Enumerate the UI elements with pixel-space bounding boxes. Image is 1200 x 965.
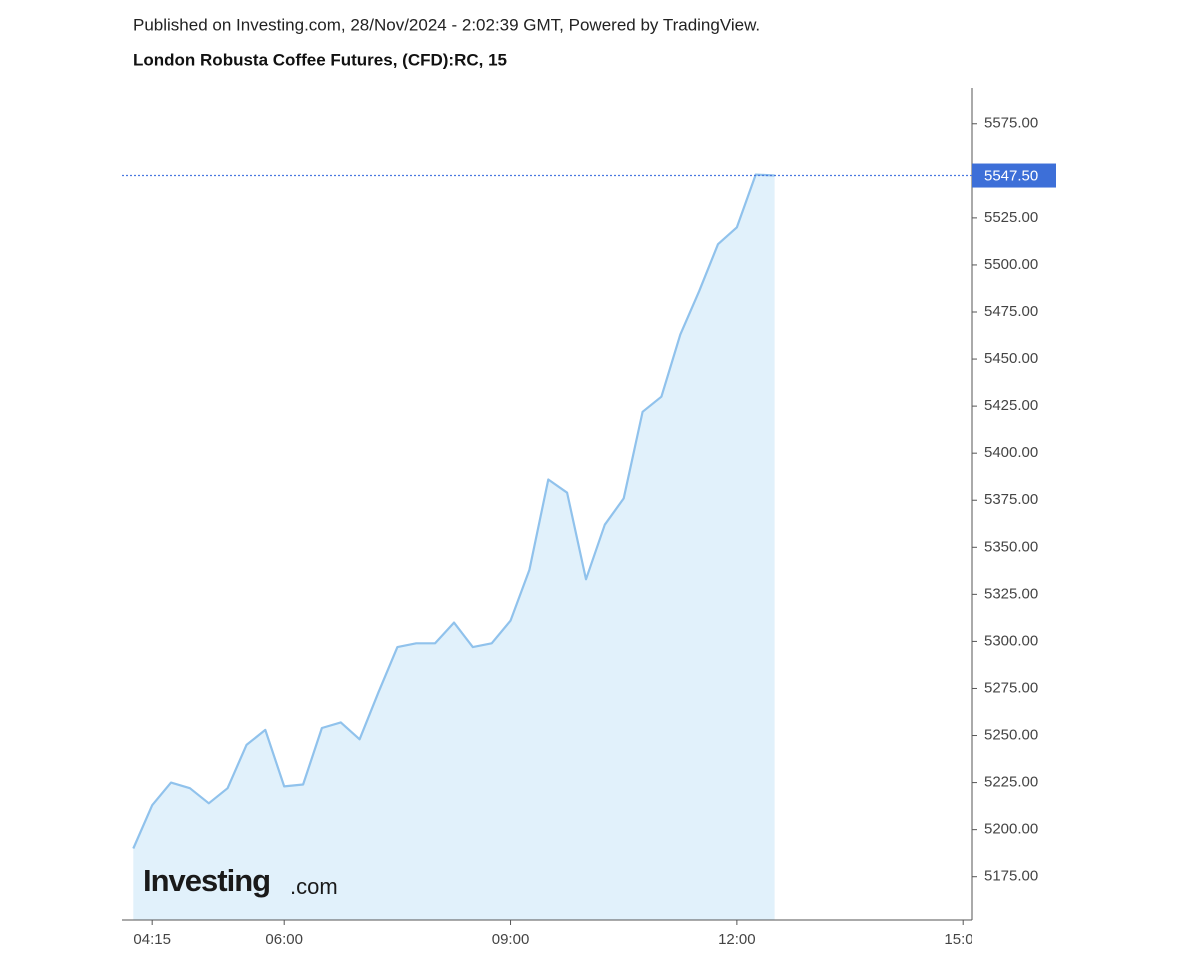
plot-area: 5175.00 5200.00 5225.00 5250.00 5275.00 5300.… [122, 88, 1056, 925]
chart-title: London Robusta Coffee Futures, (CFD):RC,… [133, 50, 507, 69]
y-tick-label: 5300.00 [984, 632, 1038, 649]
y-tick-label: 5350.00 [984, 538, 1038, 555]
x-axis-labels: 04:15 06:00 09:00 12:00 15:00 [133, 931, 982, 948]
y-tick-label: 5200.00 [984, 821, 1038, 838]
last-price-box [972, 163, 1056, 188]
y-tick-label: 5225.00 [984, 774, 1038, 791]
source-note: Published on Investing.com, 28/Nov/2024 … [133, 15, 760, 34]
x-tick-label: 04:15 [133, 931, 171, 948]
x-tick-label: 12:00 [718, 931, 756, 948]
logo-main: Investing [143, 863, 270, 898]
y-tick-label: 5325.00 [984, 585, 1038, 602]
area-fill [133, 174, 775, 921]
x-tick-label: 15:00 [944, 931, 982, 948]
y-tick-label: 5400.00 [984, 444, 1038, 461]
y-tick-label: 5375.00 [984, 491, 1038, 508]
x-tick-label: 06:00 [265, 931, 303, 948]
y-tick-label: 5425.00 [984, 397, 1038, 414]
y-tick-label: 5575.00 [984, 115, 1038, 132]
y-tick-label: 5450.00 [984, 350, 1038, 367]
last-price-label: 5547.50 [984, 167, 1038, 184]
price-line [132, 173, 775, 849]
y-tick-label: 5175.00 [984, 868, 1038, 885]
y-tick-label: 5250.00 [984, 726, 1038, 743]
y-tick-label: 5500.00 [984, 256, 1038, 273]
logo-suffix: .com [290, 874, 338, 899]
y-tick-label: 5525.00 [984, 209, 1038, 226]
x-tick-label: 09:00 [492, 931, 530, 948]
y-tick-label: 5475.00 [984, 303, 1038, 320]
y-tick-label: 5275.00 [984, 679, 1038, 696]
